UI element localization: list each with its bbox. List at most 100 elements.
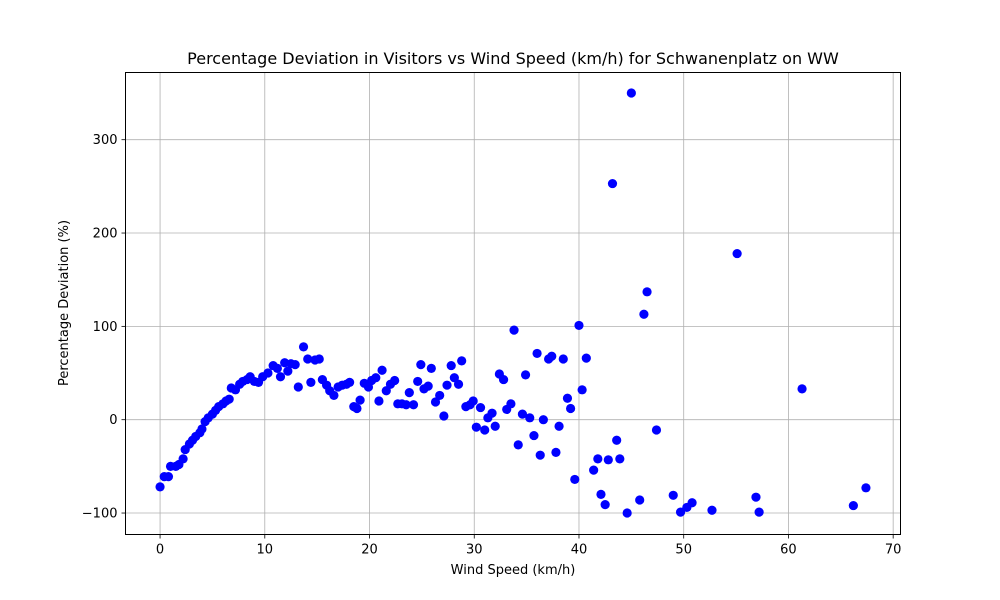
x-tick-label: 40 xyxy=(571,543,588,558)
data-point xyxy=(577,385,587,395)
data-point xyxy=(848,500,858,511)
data-point xyxy=(509,325,519,335)
data-point xyxy=(581,353,591,363)
data-point xyxy=(754,507,764,517)
data-point xyxy=(639,309,649,319)
data-point xyxy=(558,354,568,364)
data-point xyxy=(439,411,449,421)
data-point xyxy=(600,500,610,510)
data-point xyxy=(517,409,528,419)
data-point xyxy=(283,366,293,376)
data-point xyxy=(298,342,309,352)
data-point xyxy=(538,415,548,425)
data-point xyxy=(272,363,282,373)
data-point xyxy=(529,430,539,441)
x-tick-label: 50 xyxy=(675,543,692,558)
data-point xyxy=(355,395,365,405)
data-point xyxy=(687,498,697,508)
data-point xyxy=(224,394,234,404)
data-points xyxy=(155,88,871,518)
data-point xyxy=(442,380,452,390)
data-point xyxy=(498,374,509,385)
x-tick-label: 70 xyxy=(885,543,902,558)
x-axis-ticks: 0 10 20 30 40 50 60 70 xyxy=(156,534,902,558)
data-point xyxy=(612,435,622,445)
data-point xyxy=(797,384,807,394)
data-point xyxy=(570,474,580,485)
y-tick-label: −100 xyxy=(82,507,118,522)
data-point xyxy=(352,403,362,414)
data-point xyxy=(468,396,478,406)
data-point xyxy=(408,400,419,410)
data-point xyxy=(163,472,174,482)
data-point xyxy=(446,360,456,371)
data-point xyxy=(381,386,391,396)
data-point xyxy=(635,495,645,505)
data-point xyxy=(562,393,573,403)
data-point xyxy=(314,354,324,364)
data-point xyxy=(377,365,387,375)
data-point xyxy=(178,454,188,464)
data-point xyxy=(596,489,606,499)
data-point xyxy=(449,373,459,383)
data-point xyxy=(506,399,516,409)
x-tick-label: 0 xyxy=(156,543,164,558)
data-point xyxy=(490,421,500,431)
data-point xyxy=(651,425,662,435)
data-point xyxy=(306,377,316,387)
data-point xyxy=(263,368,273,378)
data-point xyxy=(861,483,871,493)
data-point xyxy=(329,390,339,401)
data-point xyxy=(520,370,531,380)
x-tick-label: 20 xyxy=(361,543,378,558)
data-point xyxy=(457,356,467,366)
y-tick-label: 100 xyxy=(93,320,118,335)
data-point xyxy=(197,424,207,434)
data-point xyxy=(547,351,557,361)
data-point xyxy=(551,447,561,457)
data-point xyxy=(374,396,384,406)
data-point xyxy=(615,454,625,464)
data-point xyxy=(554,421,564,431)
data-point xyxy=(675,507,686,517)
data-point xyxy=(435,390,445,401)
data-point xyxy=(513,440,523,450)
data-point xyxy=(642,287,652,297)
data-point xyxy=(603,455,613,465)
y-axis-ticks: −100 0 100 200 300 xyxy=(82,133,126,522)
data-point xyxy=(626,88,636,98)
x-tick-label: 10 xyxy=(257,543,274,558)
data-point xyxy=(535,450,545,460)
data-point xyxy=(290,360,300,370)
data-point xyxy=(293,382,303,392)
chart-title: Percentage Deviation in Visitors vs Wind… xyxy=(187,49,839,68)
data-point xyxy=(707,505,717,515)
y-axis-label: Percentage Deviation (%) xyxy=(57,220,72,386)
data-point xyxy=(607,178,618,189)
data-point xyxy=(566,403,576,414)
data-point xyxy=(751,492,761,502)
data-point xyxy=(532,348,542,359)
data-point xyxy=(732,248,742,259)
data-point xyxy=(622,508,632,518)
data-point xyxy=(390,375,400,386)
x-axis-label: Wind Speed (km/h) xyxy=(451,563,576,578)
data-point xyxy=(589,465,599,475)
y-tick-label: 300 xyxy=(93,133,118,148)
data-point xyxy=(275,372,286,382)
data-point xyxy=(303,354,313,364)
data-point xyxy=(668,490,678,500)
x-tick-label: 30 xyxy=(466,543,483,558)
data-point xyxy=(574,320,584,331)
data-point xyxy=(371,373,381,383)
x-tick-label: 60 xyxy=(780,543,797,558)
data-point xyxy=(525,413,535,423)
data-point xyxy=(426,363,436,373)
y-tick-label: 0 xyxy=(109,413,117,428)
data-point xyxy=(401,400,411,410)
data-point xyxy=(423,381,433,391)
data-point xyxy=(475,402,486,413)
data-point xyxy=(413,376,423,387)
data-point xyxy=(471,422,481,432)
